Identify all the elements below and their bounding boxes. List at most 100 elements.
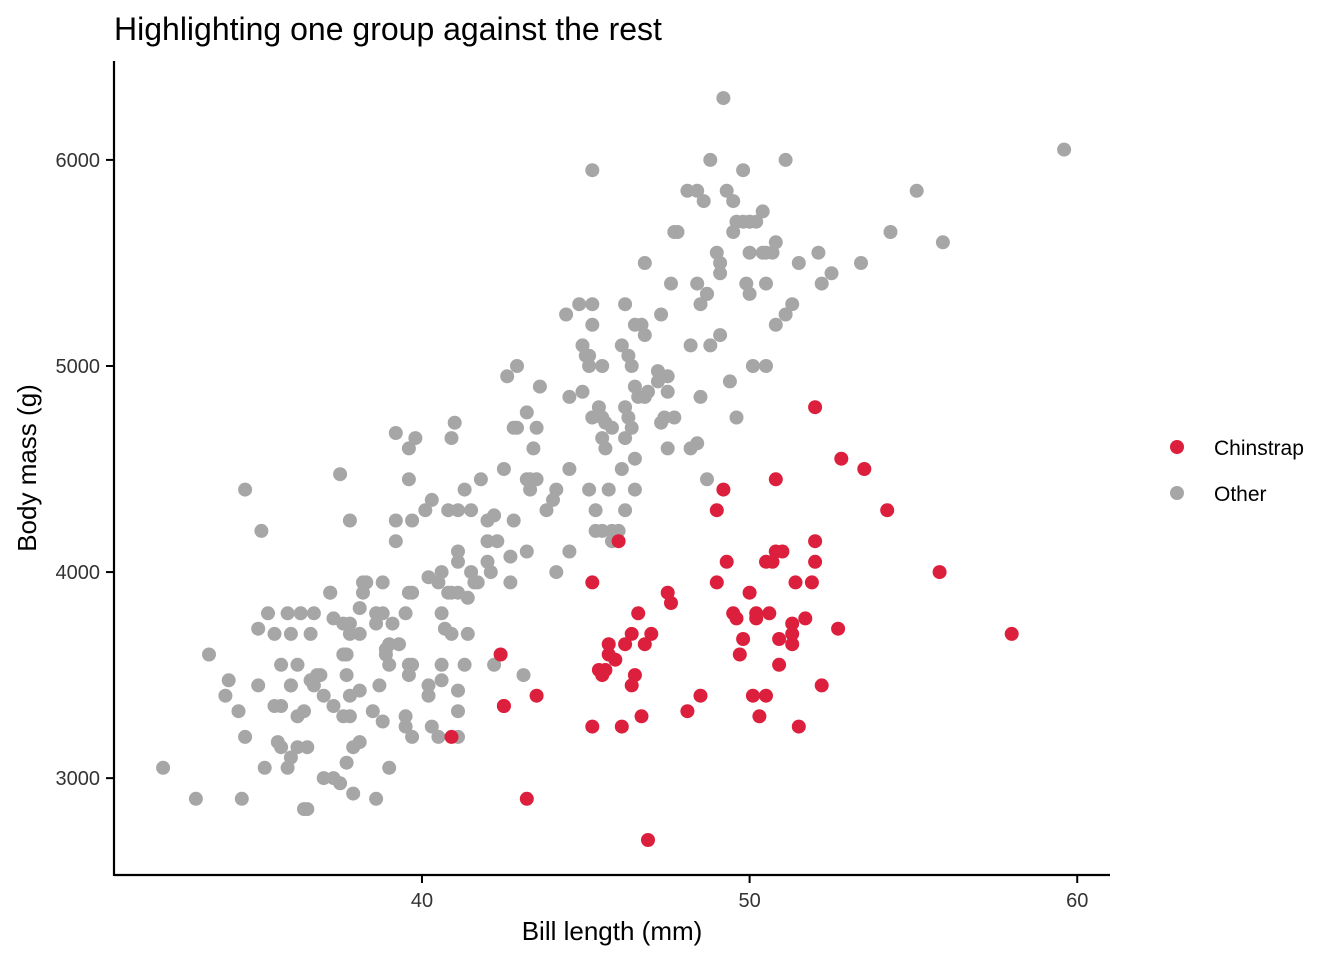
point-other-135 bbox=[270, 735, 285, 750]
point-other-230 bbox=[585, 163, 600, 178]
point-other-270 bbox=[637, 389, 652, 404]
point-other-40 bbox=[441, 585, 456, 600]
point-other-185 bbox=[713, 328, 728, 343]
point-other-15 bbox=[372, 678, 387, 693]
data-points bbox=[156, 91, 1072, 847]
point-other-258 bbox=[854, 256, 868, 270]
legend-marker-other bbox=[1170, 486, 1184, 500]
point-other-161 bbox=[444, 431, 459, 446]
point-other-188 bbox=[559, 307, 574, 322]
point-other-95 bbox=[352, 626, 367, 641]
point-chinstrap-39 bbox=[857, 462, 872, 476]
x-tick-label-40: 40 bbox=[411, 890, 433, 912]
point-other-187 bbox=[500, 369, 515, 384]
point-other-271 bbox=[755, 204, 770, 219]
point-other-62 bbox=[451, 554, 465, 569]
point-other-117 bbox=[274, 699, 289, 713]
point-other-83 bbox=[326, 699, 341, 713]
point-chinstrap-9 bbox=[785, 626, 800, 641]
point-other-123 bbox=[257, 760, 272, 775]
point-other-140 bbox=[434, 673, 449, 688]
point-other-204 bbox=[745, 359, 760, 373]
point-other-92 bbox=[401, 472, 416, 487]
point-chinstrap-56 bbox=[585, 719, 600, 734]
point-chinstrap-26 bbox=[759, 688, 773, 703]
point-other-100 bbox=[447, 415, 462, 430]
point-other-153 bbox=[700, 472, 714, 487]
point-other-127 bbox=[382, 760, 397, 775]
point-other-120 bbox=[339, 668, 354, 683]
point-chinstrap-31 bbox=[880, 503, 895, 518]
point-other-146 bbox=[303, 673, 318, 688]
point-other-250 bbox=[778, 307, 793, 322]
point-other-164 bbox=[690, 183, 705, 198]
point-other-17 bbox=[231, 704, 246, 719]
point-other-171 bbox=[749, 214, 764, 229]
point-other-232 bbox=[824, 266, 839, 281]
point-chinstrap-10 bbox=[631, 606, 646, 621]
point-other-217 bbox=[618, 431, 633, 446]
point-chinstrap-30 bbox=[444, 729, 459, 744]
point-other-103 bbox=[346, 786, 361, 801]
y-axis-ticks: 3000 4000 5000 6000 bbox=[56, 150, 114, 790]
point-other-48 bbox=[490, 534, 505, 549]
point-other-269 bbox=[650, 374, 665, 389]
point-other-236 bbox=[768, 235, 783, 250]
point-chinstrap-8 bbox=[611, 534, 626, 549]
point-other-145 bbox=[388, 513, 403, 528]
point-other-112 bbox=[487, 508, 502, 523]
point-chinstrap-24 bbox=[634, 709, 649, 724]
point-chinstrap-7 bbox=[785, 616, 800, 631]
point-other-260 bbox=[680, 183, 695, 198]
point-other-4 bbox=[392, 637, 406, 652]
point-chinstrap-67 bbox=[749, 611, 764, 626]
point-other-150 bbox=[464, 565, 479, 580]
point-other-272 bbox=[585, 317, 600, 332]
point-chinstrap-38 bbox=[641, 833, 655, 847]
point-chinstrap-16 bbox=[752, 709, 767, 724]
point-other-267 bbox=[562, 462, 577, 476]
point-other-119 bbox=[290, 740, 305, 755]
point-other-231 bbox=[713, 266, 728, 281]
point-other-24 bbox=[261, 606, 275, 621]
point-other-94 bbox=[441, 503, 456, 518]
point-chinstrap-5 bbox=[585, 575, 600, 590]
point-other-143 bbox=[326, 771, 341, 786]
point-chinstrap-34 bbox=[732, 647, 747, 662]
point-other-25 bbox=[434, 657, 449, 672]
legend: Chinstrap Other bbox=[1170, 437, 1304, 506]
point-other-275 bbox=[572, 297, 587, 312]
x-axis-label: Bill length (mm) bbox=[522, 916, 703, 946]
point-other-144 bbox=[382, 637, 397, 652]
point-other-255 bbox=[654, 415, 669, 430]
point-other-200 bbox=[585, 297, 600, 312]
point-other-239 bbox=[660, 384, 675, 399]
point-other-253 bbox=[650, 364, 665, 379]
point-other-222 bbox=[624, 359, 639, 373]
point-other-56 bbox=[434, 606, 449, 621]
point-other-245 bbox=[562, 389, 577, 404]
point-other-14 bbox=[303, 626, 318, 641]
point-other-155 bbox=[664, 276, 678, 291]
point-other-63 bbox=[297, 802, 311, 817]
point-other-246 bbox=[768, 317, 783, 332]
point-chinstrap-45 bbox=[768, 472, 783, 487]
point-other-109 bbox=[352, 601, 367, 616]
point-other-262 bbox=[736, 163, 751, 178]
point-other-6 bbox=[388, 426, 403, 440]
point-other-265 bbox=[618, 503, 633, 518]
point-chinstrap-64 bbox=[529, 688, 544, 703]
point-other-148 bbox=[342, 616, 357, 631]
point-chinstrap-60 bbox=[804, 575, 819, 590]
point-other-142 bbox=[437, 621, 452, 636]
point-other-177 bbox=[562, 544, 577, 559]
point-other-121 bbox=[421, 678, 436, 693]
point-chinstrap-37 bbox=[808, 400, 823, 415]
point-other-264 bbox=[791, 256, 806, 270]
point-other-84 bbox=[457, 657, 472, 672]
point-other-82 bbox=[254, 523, 269, 538]
point-other-35 bbox=[375, 575, 390, 590]
point-chinstrap-29 bbox=[834, 451, 849, 466]
point-chinstrap-40 bbox=[709, 575, 724, 590]
